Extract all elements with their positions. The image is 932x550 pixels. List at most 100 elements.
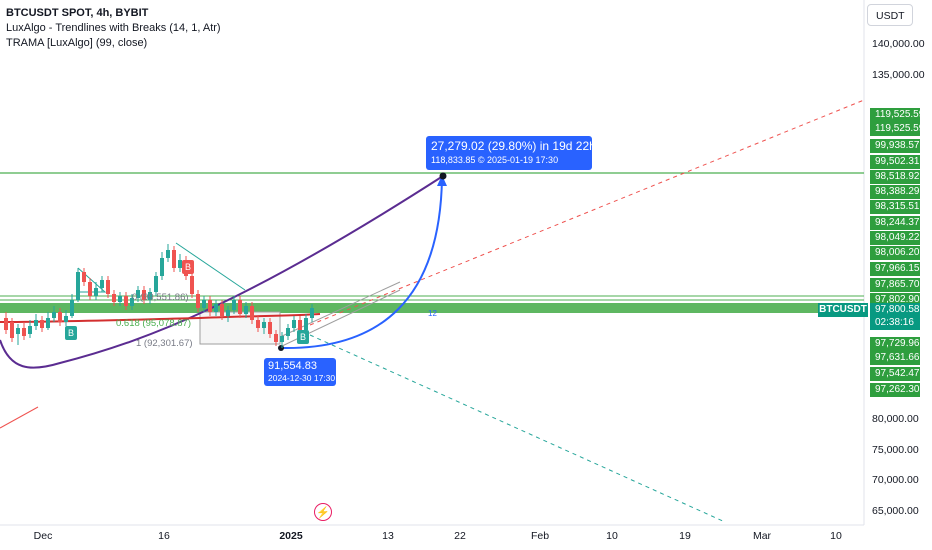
last-price-tag: 97,800.58 02:38:16 <box>870 303 920 330</box>
candle-body <box>268 322 272 334</box>
price-level-tag: 97,542.47 <box>870 367 920 381</box>
currency-selector[interactable]: USDT <box>867 4 913 26</box>
candle-body <box>280 336 284 342</box>
target-point <box>439 172 447 180</box>
projection-curve <box>0 175 444 369</box>
candle-body <box>298 320 302 330</box>
candle-body <box>82 272 86 282</box>
measure-tooltip: 27,279.02 (29.80%) in 19d 22h 118,833.85… <box>426 136 596 170</box>
price-level-tag: 98,388.29 <box>870 185 920 199</box>
candle-body <box>166 250 170 258</box>
indicator-trama[interactable]: TRAMA [LuxAlgo] (99, close) <box>6 37 148 49</box>
candle-body <box>106 280 110 294</box>
candle-body <box>94 288 98 296</box>
price-level-tag: 98,244.37 <box>870 216 920 230</box>
candle-body <box>190 276 194 294</box>
candle-body <box>154 276 158 292</box>
candle-body <box>304 318 308 330</box>
candle-body <box>256 320 260 328</box>
candle-body <box>16 328 20 334</box>
candle-body <box>64 316 68 322</box>
price-level-tag: 99,502.31 <box>870 155 920 169</box>
low-point <box>278 345 284 351</box>
candle-body <box>88 282 92 296</box>
price-level-tag: 98,049.22 <box>870 231 920 245</box>
candle-body <box>286 328 290 336</box>
candle-body <box>46 318 50 328</box>
low-time: 2024-12-30 17:30 <box>268 373 336 383</box>
trendline-segment <box>0 406 39 429</box>
x-tick-label: 22 <box>454 530 466 542</box>
symbol-price-tag: BTCUSDT <box>818 303 868 317</box>
price-level-tag: 98,315.51 <box>870 200 920 214</box>
chart-legend: BTCUSDT SPOT, 4h, BYBIT LuxAlgo - Trendl… <box>6 6 221 51</box>
line-label: 12 <box>428 309 437 318</box>
price-level-tag: 98,006.20 <box>870 246 920 260</box>
flash-icon[interactable]: ⚡ <box>314 503 332 521</box>
candle-body <box>142 290 146 300</box>
x-tick-label: Feb <box>530 530 550 542</box>
indicator-trendlines[interactable]: LuxAlgo - Trendlines with Breaks (14, 1,… <box>6 22 221 34</box>
candle-body <box>52 312 56 318</box>
price-level-tag: 98,518.92 <box>870 170 920 184</box>
price-level-tag: 97,729.96 <box>870 337 920 351</box>
measure-change: 27,279.02 (29.80%) in 19d 22h <box>431 139 596 153</box>
fib-level-0618: 0.618 (95,078.87) <box>116 318 192 329</box>
candle-body <box>76 272 80 300</box>
measure-target: 118,833.85 © 2025-01-19 17:30 <box>431 155 559 165</box>
candle-body <box>28 326 32 334</box>
candle-body <box>226 310 230 316</box>
x-tick-label: Dec <box>33 530 53 542</box>
candle-body <box>232 300 236 310</box>
price-level-tag: 97,966.15 <box>870 262 920 276</box>
candle-body <box>220 304 224 316</box>
y-tick-label: 75,000.00 <box>872 444 919 456</box>
x-tick-label: Mar <box>752 530 772 542</box>
fib-level-0: 0 (99,551.86) <box>132 292 189 303</box>
y-tick-label: 65,000.00 <box>872 505 919 517</box>
candle-body <box>310 308 314 318</box>
candle-body <box>148 292 152 300</box>
price-level-tag: 97,631.66 <box>870 351 920 365</box>
trendline-projection-down <box>309 334 726 523</box>
candle-body <box>172 250 176 268</box>
break-up-label: B <box>65 326 77 340</box>
candle-body <box>130 298 134 306</box>
x-tick-label: 13 <box>382 530 394 542</box>
candle-body <box>10 322 14 338</box>
price-level-tag: 97,262.30 <box>870 383 920 397</box>
candle-body <box>292 320 296 328</box>
candle-body <box>274 334 278 342</box>
candle-body <box>136 290 140 298</box>
projection-arrow <box>280 177 443 350</box>
trendline-down <box>175 242 246 291</box>
candle-body <box>70 300 74 316</box>
y-tick-label: 135,000.00 <box>872 69 925 81</box>
last-price-value: 97,800.58 <box>875 304 920 315</box>
price-level-tag: 119,525.59 <box>870 122 924 136</box>
candle-body <box>178 260 182 268</box>
candle-body <box>250 306 254 320</box>
candle-body <box>112 294 116 302</box>
candle-body <box>34 320 38 326</box>
low-point-tooltip: 91,554.83 2024-12-30 17:30 <box>264 358 336 386</box>
y-tick-label: 140,000.00 <box>872 38 925 50</box>
candle-body <box>238 300 242 314</box>
candle-body <box>244 306 248 314</box>
price-level-tag: 99,938.57 <box>870 139 920 153</box>
candle-body <box>58 312 62 322</box>
symbol-title[interactable]: BTCUSDT SPOT, 4h, BYBIT <box>6 7 149 19</box>
candle-body <box>196 294 200 308</box>
fib-level-1: 1 (92,301.67) <box>136 338 193 349</box>
break-down-label: B <box>182 260 194 274</box>
price-band <box>0 303 864 313</box>
bar-countdown: 02:38:16 <box>875 317 914 328</box>
price-level-tag: 119,525.59 <box>870 108 924 122</box>
candle-body <box>40 320 44 328</box>
price-level-tag: 97,865.70 <box>870 278 920 292</box>
x-tick-label: 19 <box>679 530 691 542</box>
y-tick-label: 70,000.00 <box>872 474 919 486</box>
candle-body <box>214 304 218 312</box>
candle-body <box>4 318 8 330</box>
